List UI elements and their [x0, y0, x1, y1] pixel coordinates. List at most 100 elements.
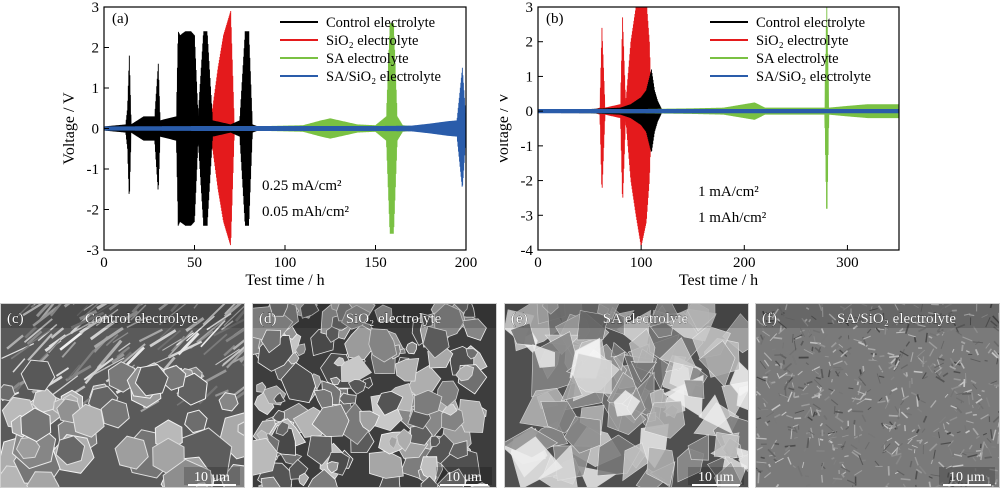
sem-grain	[368, 328, 398, 363]
sem-grain	[420, 456, 438, 483]
sem-grain	[122, 310, 139, 322]
sem-grain	[812, 403, 821, 410]
sem-grain	[877, 400, 886, 404]
sem-grain	[70, 349, 95, 380]
sem-grain	[910, 352, 914, 362]
sem-grain	[895, 448, 899, 455]
x-tick-label: 50	[187, 255, 202, 271]
y-tick-label: 2	[526, 35, 534, 51]
sem-grain	[953, 323, 960, 334]
sem-grain	[839, 305, 846, 310]
sem-grain	[842, 471, 847, 475]
sem-grain	[925, 332, 928, 343]
sem-grain	[879, 355, 885, 358]
sem-grain	[800, 340, 804, 346]
sem-grain	[909, 460, 913, 468]
y-tick-label: -2	[87, 203, 100, 219]
sem-grain	[864, 398, 872, 401]
micrograph-title: SA electrolyte	[603, 311, 689, 327]
sem-grain	[643, 400, 686, 439]
sem-grain	[767, 463, 772, 468]
micrograph-f: (f) SA/SiO₂ electrolyte 10 μm	[755, 303, 1000, 488]
sem-grain	[374, 304, 393, 323]
sem-background	[756, 304, 999, 487]
sem-grain	[913, 336, 917, 343]
sem-grain	[766, 420, 771, 423]
sem-grain	[410, 424, 433, 446]
sem-grain	[158, 304, 169, 311]
sem-grain	[852, 397, 857, 403]
x-tick-label: 150	[364, 255, 387, 271]
sem-grain	[920, 400, 926, 404]
sem-grain	[758, 321, 765, 327]
sem-grain	[957, 477, 963, 486]
sem-grain	[222, 346, 244, 366]
sem-grain	[964, 425, 967, 432]
sem-grain	[232, 339, 244, 351]
sem-grain	[922, 415, 928, 423]
sem-grain	[921, 428, 926, 433]
sem-grain	[295, 343, 306, 357]
sem-grain	[960, 482, 963, 487]
sem-grain	[894, 406, 900, 415]
sem-grain	[981, 389, 985, 393]
sem-grain	[84, 364, 103, 385]
sem-grain	[376, 390, 404, 416]
sem-grain	[847, 351, 851, 355]
sem-grain	[857, 388, 866, 391]
micrograph-label: (e)	[511, 311, 528, 327]
sem-grain	[920, 304, 924, 312]
sem-grain	[510, 322, 537, 346]
sem-grain	[981, 314, 988, 318]
series-line-sa-sio-electrolyte	[104, 67, 466, 187]
sem-grain	[811, 346, 814, 352]
sem-grain	[946, 326, 953, 333]
sem-grain	[791, 382, 794, 388]
sem-grain	[864, 441, 870, 450]
sem-grain	[184, 409, 208, 434]
sem-grain	[867, 432, 876, 439]
sem-grain	[790, 428, 793, 440]
sem-grain	[273, 392, 286, 404]
sem-grain	[989, 468, 998, 472]
sem-grain	[698, 394, 734, 435]
sem-grain	[52, 375, 79, 396]
annotation: 1 mA/cm²	[698, 184, 759, 200]
sem-grain	[956, 323, 966, 329]
sem-grain	[762, 310, 766, 317]
sem-grain	[613, 351, 626, 372]
sem-grain	[933, 449, 936, 459]
sem-grain	[347, 379, 367, 395]
sem-grain	[813, 379, 823, 388]
micrograph-label: (d)	[259, 311, 277, 327]
sem-grain	[980, 441, 986, 453]
sem-grain	[854, 469, 863, 476]
sem-grain	[856, 398, 866, 405]
sem-grain	[510, 436, 563, 487]
sem-grain	[858, 377, 867, 386]
sem-grain	[224, 304, 236, 315]
sem-grain	[100, 398, 130, 429]
sem-grain	[968, 395, 970, 405]
sem-grain	[974, 348, 980, 356]
sem-grain	[917, 424, 921, 430]
sem-grain	[767, 314, 771, 322]
sem-grain	[856, 381, 860, 386]
sem-grain	[913, 370, 923, 374]
y-tick-label: 0	[92, 122, 100, 138]
sem-grain	[722, 313, 748, 354]
sem-grain	[803, 348, 814, 355]
sem-grain	[89, 320, 116, 341]
sem-grain	[831, 476, 839, 485]
sem-grain	[951, 476, 957, 481]
sem-grain	[787, 426, 792, 429]
sem-grain	[1, 384, 16, 402]
sem-grain	[306, 435, 333, 466]
y-tick-label: -2	[521, 174, 534, 190]
sem-grain	[965, 420, 974, 424]
sem-grain	[111, 353, 125, 364]
x-tick-label: 200	[455, 255, 478, 271]
sem-grain	[840, 350, 848, 358]
sem-grain	[858, 454, 864, 466]
sem-grain	[854, 322, 860, 325]
